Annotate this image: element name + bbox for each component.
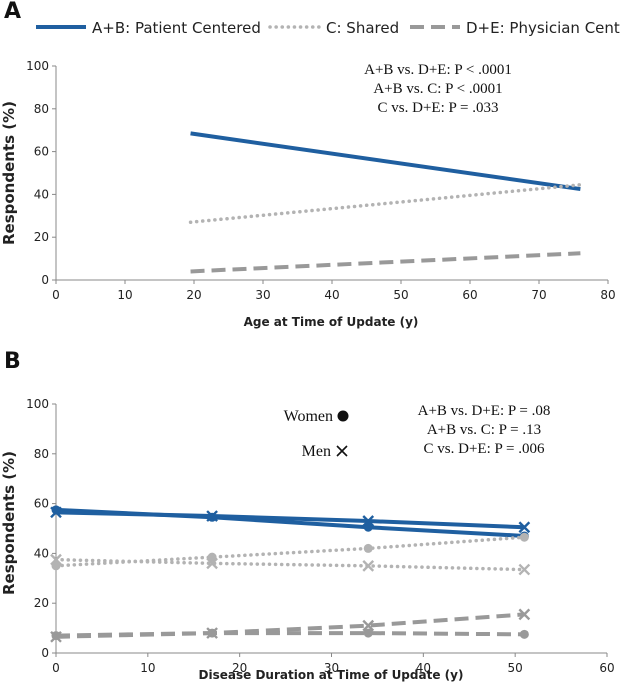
panel-a-axes: 0 20 40 60 80 100 0 10 20 30 40 50 60 70 80 <box>26 59 616 302</box>
x-tick-label: 50 <box>508 661 523 675</box>
data-point-women <box>363 522 373 532</box>
legend-label-patient-centered: A+B: Patient Centered <box>92 19 261 37</box>
panel-b-annotation: A+B vs. D+E: P = .08 <box>418 403 551 419</box>
panel-b-x-axis-label: Disease Duration at Time of Update (y) <box>199 668 464 682</box>
panel-a-letter: A <box>4 0 21 24</box>
y-tick-label: 0 <box>41 646 49 660</box>
y-tick-label: 20 <box>34 596 49 610</box>
data-point-women <box>51 561 61 571</box>
series-line <box>55 631 525 638</box>
data-point-women <box>363 628 373 638</box>
data-point-men <box>50 553 62 566</box>
x-tick-label: 40 <box>324 288 339 302</box>
panel-a-annotation: A+B vs. C: P < .0001 <box>373 81 502 97</box>
y-tick-label: 0 <box>41 273 49 287</box>
panel-a-annotations: A+B vs. D+E: P < .0001 A+B vs. C: P < .0… <box>364 62 512 116</box>
data-point-men <box>518 521 531 534</box>
legend: A+B: Patient Centered C: Shared D+E: Phy… <box>36 19 620 37</box>
x-tick-label: 0 <box>52 288 60 302</box>
y-tick-label: 100 <box>26 397 49 411</box>
marker-legend-women-label: Women <box>284 408 333 425</box>
data-point-women <box>519 629 529 639</box>
y-tick-label: 60 <box>34 497 49 511</box>
series-line <box>54 535 527 568</box>
series-line <box>55 612 525 639</box>
x-tick-label: 10 <box>117 288 132 302</box>
data-point-women <box>51 505 61 515</box>
x-tick-label: 30 <box>255 288 270 302</box>
x-tick-label: 70 <box>531 288 546 302</box>
panel-b: B 0 20 40 60 80 100 0 10 20 30 40 50 60 Women Men A+… <box>0 349 615 682</box>
y-tick-label: 40 <box>34 546 49 560</box>
x-tick-label: 30 <box>324 661 339 675</box>
panel-b-series <box>50 505 531 643</box>
x-tick-label: 80 <box>600 288 615 302</box>
marker-legend-women-icon <box>337 410 349 422</box>
y-tick-label: 60 <box>34 145 49 159</box>
series-line <box>55 510 525 530</box>
x-tick-label: 60 <box>462 288 477 302</box>
data-point-men <box>206 510 218 522</box>
x-tick-label: 50 <box>393 288 408 302</box>
data-point-men <box>50 630 62 643</box>
data-point-women <box>363 543 373 553</box>
panel-b-annotations: A+B vs. D+E: P = .08 A+B vs. C: P = .13 … <box>418 403 551 457</box>
data-point-men <box>50 506 62 519</box>
x-tick-label: 60 <box>599 661 614 675</box>
panel-a-series <box>188 131 583 274</box>
legend-label-physician-centered: D+E: Physician Centered <box>466 19 620 37</box>
y-tick-label: 40 <box>34 187 49 201</box>
series-line <box>188 183 583 224</box>
panel-b-marker-legend: Women Men <box>284 408 349 460</box>
panel-a-x-axis-label: Age at Time of Update (y) <box>244 315 419 329</box>
y-tick-label: 80 <box>34 447 49 461</box>
panel-b-letter: B <box>4 349 21 374</box>
panel-b-annotation: A+B vs. C: P = .13 <box>427 422 541 438</box>
marker-legend-men-label: Men <box>302 443 331 460</box>
panel-a-annotation: A+B vs. D+E: P < .0001 <box>364 62 512 78</box>
data-point-men <box>518 608 531 621</box>
panel-a: A 0 20 40 60 80 100 0 10 20 30 40 50 60 70 80 A+B vs. … <box>0 0 616 329</box>
legend-label-shared: C: Shared <box>326 19 399 37</box>
x-tick-label: 20 <box>232 661 247 675</box>
x-tick-label: 10 <box>140 661 155 675</box>
x-tick-label: 0 <box>52 661 60 675</box>
y-tick-label: 80 <box>34 102 49 116</box>
y-tick-label: 20 <box>34 230 49 244</box>
marker-legend-men-icon <box>336 445 348 457</box>
series-line <box>190 131 581 192</box>
data-point-men <box>362 560 375 572</box>
panel-b-axes: 0 20 40 60 80 100 0 10 20 30 40 50 60 <box>26 397 615 675</box>
data-point-women <box>519 532 529 542</box>
series-line <box>54 557 527 572</box>
data-point-men <box>362 619 375 632</box>
data-point-men <box>518 563 531 576</box>
panel-b-annotation: C vs. D+E: P = .006 <box>424 441 545 457</box>
panel-b-y-axis-label: Respondents (%) <box>0 451 18 595</box>
panel-a-y-axis-label: Respondents (%) <box>0 101 18 245</box>
data-point-women <box>207 552 217 562</box>
data-point-men <box>206 627 218 639</box>
x-tick-label: 40 <box>416 661 431 675</box>
x-tick-label: 20 <box>186 288 201 302</box>
series-line <box>190 251 581 274</box>
data-point-men <box>206 557 218 570</box>
data-point-men <box>362 515 375 527</box>
y-tick-label: 100 <box>26 59 49 73</box>
panel-a-annotation: C vs. D+E: P = .033 <box>378 100 499 116</box>
